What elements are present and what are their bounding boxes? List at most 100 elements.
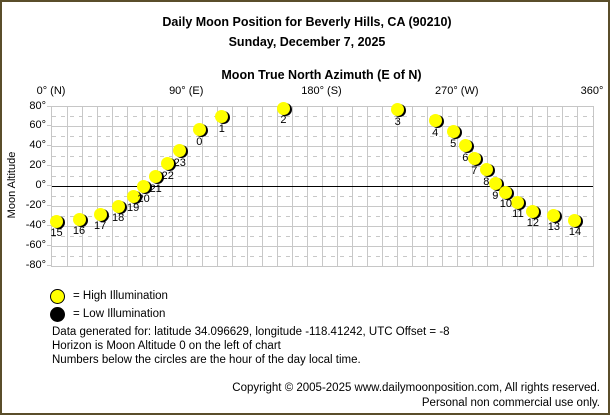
note-hour-numbers: Numbers below the circles are the hour o… — [52, 354, 361, 366]
moon-position-point — [568, 213, 582, 227]
y-tick-label: 40° — [29, 139, 46, 152]
y-axis-tick — [47, 224, 51, 226]
horizontal-gridline — [52, 255, 593, 257]
horizontal-gridline — [52, 225, 593, 227]
moon-position-point — [215, 110, 229, 124]
legend-label-low: = Low Illumination — [73, 308, 166, 320]
y-axis-tick — [47, 105, 51, 107]
hour-label: 7 — [471, 164, 478, 177]
legend-item-low: = Low Illumination — [50, 305, 168, 323]
moon-position-point — [458, 139, 472, 153]
horizontal-gridline — [52, 146, 593, 148]
moon-position-point — [149, 170, 163, 184]
hour-label: 9 — [492, 189, 499, 202]
moon-position-point — [161, 157, 175, 171]
moon-position-point — [526, 204, 540, 218]
note-data-generated: Data generated for: latitude 34.096629, … — [52, 326, 450, 338]
y-axis-tick — [47, 244, 51, 246]
hour-label: 16 — [72, 225, 86, 238]
legend-label-high: = High Illumination — [73, 290, 168, 302]
page-date: Sunday, December 7, 2025 — [228, 35, 386, 49]
chart-legend: = High Illumination = Low Illumination — [50, 287, 168, 323]
moon-position-point — [511, 195, 525, 209]
moon-position-point — [192, 123, 206, 137]
horizontal-gridline — [52, 166, 593, 168]
hour-label: 13 — [547, 221, 561, 234]
page-title: Daily Moon Position for Beverly Hills, C… — [162, 15, 452, 29]
horizontal-gridline — [52, 126, 593, 128]
x-tick-label: 90° (E) — [169, 85, 204, 97]
y-tick-label: 60° — [29, 119, 46, 132]
y-axis-tick — [47, 145, 51, 147]
moon-position-point — [173, 144, 187, 158]
horizontal-gridline — [52, 205, 593, 207]
hour-label: 21 — [149, 182, 162, 195]
moon-position-point — [72, 212, 86, 226]
y-tick-label: 80° — [29, 99, 46, 112]
hour-label: 3 — [394, 115, 401, 128]
horizontal-gridline — [52, 215, 593, 217]
chart-title: Moon True North Azimuth (E of N) — [221, 68, 422, 82]
moon-position-point — [137, 180, 151, 193]
hour-label: 14 — [568, 226, 582, 239]
moon-position-point — [126, 189, 140, 203]
y-axis-tick — [47, 125, 51, 127]
hour-label: 22 — [161, 169, 174, 182]
moon-position-point — [479, 163, 493, 177]
hour-label: 0 — [196, 135, 203, 148]
hour-label: 20 — [137, 192, 150, 205]
low-illumination-moon-icon — [50, 306, 65, 322]
horizontal-gridline — [52, 195, 593, 197]
y-tick-label: -80° — [25, 258, 46, 271]
x-tick-label: 0° (N) — [36, 85, 66, 97]
moon-position-point — [428, 114, 442, 128]
horizontal-gridline — [52, 235, 593, 237]
y-axis-tick — [47, 204, 51, 206]
high-illumination-moon-icon — [50, 288, 65, 304]
y-axis-title: Moon Altitude — [6, 151, 18, 219]
hour-label: 4 — [432, 126, 439, 139]
moon-position-point — [391, 103, 405, 117]
horizontal-gridline — [52, 245, 593, 247]
moon-position-point — [111, 199, 125, 213]
hour-label: 19 — [127, 202, 140, 215]
y-tick-label: -60° — [25, 238, 46, 251]
moon-position-point — [547, 208, 561, 222]
hour-label: 2 — [280, 113, 287, 126]
hour-label: 8 — [483, 175, 490, 188]
hour-label: 10 — [499, 198, 512, 211]
hour-label: 17 — [93, 220, 107, 233]
copyright-text: Copyright © 2005-2025 www.dailymoonposit… — [232, 382, 600, 394]
y-tick-label: -40° — [25, 218, 46, 231]
hour-label: 12 — [526, 217, 539, 230]
usage-restriction-text: Personal non commercial use only. — [421, 397, 600, 409]
horizontal-gridline — [52, 136, 593, 138]
x-tick-label: 180° (S) — [301, 85, 342, 97]
horizon-line — [52, 186, 593, 187]
hour-label: 11 — [512, 208, 524, 221]
y-tick-label: 0° — [35, 179, 46, 191]
y-axis-tick — [47, 165, 51, 167]
hour-label: 18 — [111, 212, 125, 225]
hour-label: 5 — [450, 137, 457, 150]
moon-position-point — [499, 185, 513, 199]
y-tick-label: 20° — [29, 159, 46, 172]
moon-position-point — [93, 207, 107, 221]
moon-position-point — [467, 152, 481, 166]
hour-label: 1 — [218, 122, 225, 135]
note-horizon: Horizon is Moon Altitude 0 on the left o… — [52, 340, 281, 352]
horizontal-gridline — [52, 176, 593, 178]
hour-label: 6 — [462, 151, 469, 164]
y-axis-tick — [47, 185, 51, 186]
x-tick-label: 270° (W) — [434, 85, 479, 97]
y-tick-label: -20° — [25, 198, 46, 211]
plot-area: 0 1 2 3 4 5 6 7 8 9 10 11 12 13 14 15 16 17 18 19 20 21 22 23 — [50, 101, 594, 267]
y-axis-tick — [47, 264, 51, 266]
horizontal-gridline — [52, 116, 593, 118]
moon-position-point — [276, 101, 290, 115]
moon-position-point — [446, 125, 460, 139]
moon-position-point — [50, 214, 64, 228]
hour-label: 15 — [50, 227, 63, 240]
horizontal-gridline — [52, 156, 593, 158]
